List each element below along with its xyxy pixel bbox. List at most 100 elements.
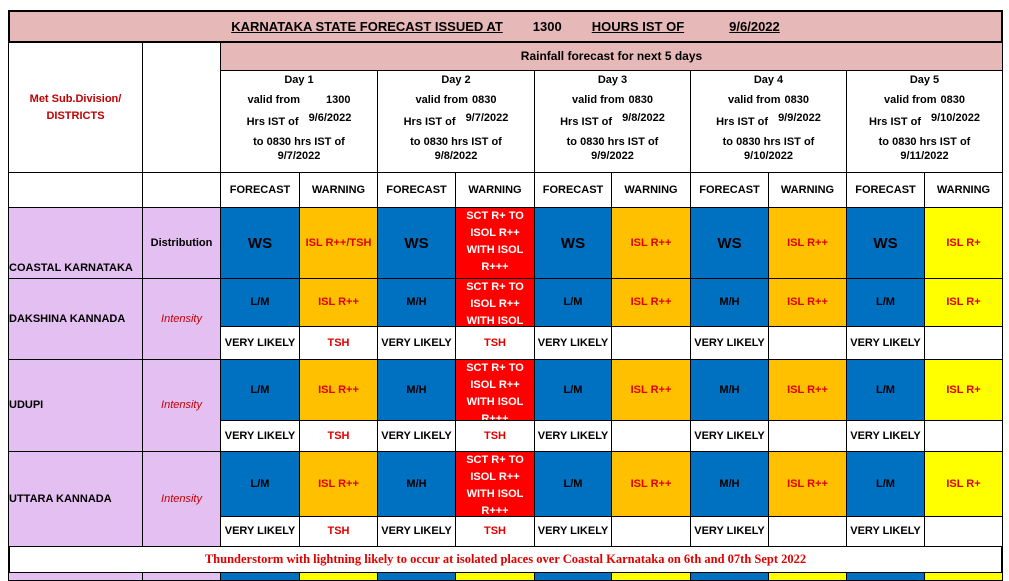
- valid-from: valid from: [571, 94, 625, 106]
- warning-cell: ISL R++: [611, 207, 691, 279]
- column-header: WARNING: [299, 172, 378, 208]
- likelihood-cell: TSH: [455, 326, 535, 360]
- forecast-cell: M/H: [377, 451, 456, 517]
- forecast-cell: WS: [846, 207, 925, 279]
- likelihood-cell: VERY LIKELY: [377, 516, 456, 547]
- subheader: Rainfall forecast for next 5 days: [220, 42, 1003, 71]
- valid-line: valid from 0830: [535, 93, 690, 107]
- to-label: to 0830 hrs IST of: [410, 136, 502, 148]
- column-header: WARNING: [455, 172, 535, 208]
- district-name: COASTAL KARNATAKA: [8, 207, 143, 279]
- warning-cell: ISL R++: [768, 207, 847, 279]
- forecast-cell: L/M: [220, 451, 300, 517]
- label-column: Met Sub.Division/ DISTRICTS: [8, 42, 143, 173]
- to-date: 9/8/2022: [434, 150, 478, 162]
- to-date: 9/9/2022: [591, 150, 634, 162]
- blank-cell: [142, 172, 221, 208]
- title-text: 1300: [532, 19, 562, 34]
- from-date: 9/8/2022: [622, 112, 665, 124]
- from-date: 9/6/2022: [308, 112, 352, 124]
- column-header: FORECAST: [534, 172, 612, 208]
- day-header: Day 4 valid from 0830 Hrs IST of 9/9/2022 to …: [690, 70, 847, 173]
- warning-cell: SCT R+ TO ISOL R++ WITH ISOL R+++: [455, 359, 535, 421]
- from-date: 9/9/2022: [778, 112, 821, 124]
- day-label: Day 3: [597, 74, 628, 86]
- likelihood-cell: [924, 326, 1003, 360]
- column-header: FORECAST: [220, 172, 300, 208]
- likelihood-cell: [611, 516, 691, 547]
- likelihood-cell: [924, 516, 1003, 547]
- day-header: Day 5 valid from 0830 Hrs IST of 9/10/2022 to…: [846, 70, 1003, 173]
- likelihood-cell: TSH: [455, 420, 535, 452]
- district-name: DAKSHINA KANNADA: [8, 278, 143, 360]
- day-header: Day 1 valid from 1300 Hrs IST of 9/6/2022 to …: [220, 70, 378, 173]
- likelihood-cell: VERY LIKELY: [534, 326, 612, 360]
- likelihood-cell: VERY LIKELY: [690, 420, 769, 452]
- to-date: 9/10/2022: [744, 150, 793, 162]
- likelihood-cell: [768, 516, 847, 547]
- to-label: to 0830 hrs IST of: [253, 136, 345, 148]
- column-header: FORECAST: [846, 172, 925, 208]
- column-header: FORECAST: [377, 172, 456, 208]
- likelihood-cell: VERY LIKELY: [377, 420, 456, 452]
- likelihood-cell: [768, 420, 847, 452]
- forecast-cell: M/H: [690, 278, 769, 327]
- likelihood-cell: [768, 326, 847, 360]
- column-header: WARNING: [924, 172, 1003, 208]
- parameter: Distribution: [142, 207, 221, 279]
- title-text: HOURS IST OF: [591, 19, 685, 34]
- valid-from: valid from: [727, 94, 781, 106]
- hrs-label: Hrs IST of: [716, 116, 769, 128]
- warning-cell: ISL R+: [924, 359, 1003, 421]
- title-text: 9/6/2022: [729, 19, 780, 34]
- column-header: WARNING: [611, 172, 691, 208]
- hrs-line: Hrs IST of 9/10/2022: [847, 112, 1002, 129]
- day-label: Day 5: [909, 74, 940, 86]
- day-header: Day 3 valid from 0830 Hrs IST of 9/8/2022 to …: [534, 70, 691, 173]
- likelihood-cell: VERY LIKELY: [220, 516, 300, 547]
- parameter: Intensity: [142, 359, 221, 452]
- valid-from: valid from: [415, 94, 469, 106]
- forecast-cell: L/M: [846, 278, 925, 327]
- likelihood-cell: TSH: [299, 420, 378, 452]
- warning-cell: ISL R+: [924, 207, 1003, 279]
- column-header: FORECAST: [690, 172, 769, 208]
- forecast-cell: M/H: [377, 359, 456, 421]
- hrs-line: Hrs IST of 9/8/2022: [535, 112, 690, 129]
- to-date: 9/11/2022: [900, 150, 949, 162]
- forecast-cell: M/H: [377, 278, 456, 327]
- to-label: to 0830 hrs IST of: [878, 136, 971, 148]
- warning-cell: ISL R++: [611, 278, 691, 327]
- forecast-cell: L/M: [534, 278, 612, 327]
- forecast-cell: M/H: [690, 359, 769, 421]
- warning-cell: SCT R+ TO ISOL R++ WITH ISOL: [455, 278, 535, 327]
- warning-cell: ISL R+: [924, 278, 1003, 327]
- warning-cell: ISL R++: [611, 451, 691, 517]
- forecast-cell: L/M: [846, 451, 925, 517]
- to-label: to 0830 hrs IST of: [566, 136, 659, 148]
- note: Thunderstorm with lightning likely to oc…: [8, 546, 1003, 573]
- valid-time: 1300: [326, 94, 351, 106]
- warning-cell: ISL R++: [768, 278, 847, 327]
- valid-time: 0830: [940, 94, 966, 106]
- valid-line: valid from 0830: [378, 93, 534, 107]
- likelihood-cell: VERY LIKELY: [846, 326, 925, 360]
- from-date: 9/10/2022: [931, 112, 980, 124]
- blank-cell: [8, 172, 143, 208]
- warning-cell: ISL R++: [299, 451, 378, 517]
- likelihood-cell: VERY LIKELY: [220, 420, 300, 452]
- likelihood-cell: VERY LIKELY: [846, 516, 925, 547]
- likelihood-cell: VERY LIKELY: [690, 516, 769, 547]
- likelihood-cell: VERY LIKELY: [690, 326, 769, 360]
- forecast-cell: L/M: [846, 359, 925, 421]
- district-name: UTTARA KANNADA: [8, 451, 143, 547]
- warning-cell: ISL R++/TSH: [299, 207, 378, 279]
- hrs-label: Hrs IST of: [246, 116, 299, 128]
- valid-time: 0830: [472, 94, 497, 106]
- forecast-cell: WS: [220, 207, 300, 279]
- likelihood-cell: VERY LIKELY: [534, 420, 612, 452]
- day-label: Day 2: [441, 74, 471, 86]
- valid-line: valid from 0830: [847, 93, 1002, 107]
- likelihood-cell: VERY LIKELY: [846, 420, 925, 452]
